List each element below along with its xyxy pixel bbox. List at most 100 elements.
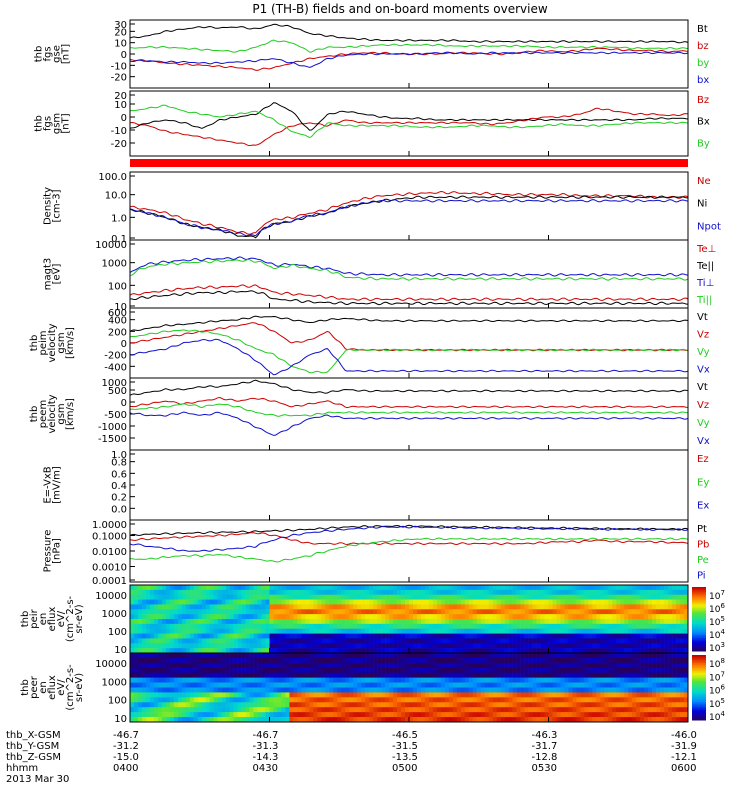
heatmap-cell [317, 717, 322, 723]
heatmap-cell [636, 628, 641, 634]
heatmap-cell [624, 692, 629, 698]
heatmap-cell [512, 662, 517, 669]
heatmap-cell [612, 609, 617, 615]
heatmap-cell [149, 614, 155, 620]
heatmap-cell [496, 662, 501, 669]
heatmap-cell [353, 619, 358, 625]
heatmap-cell [516, 692, 521, 698]
heatmap-cell [373, 662, 378, 669]
heatmap-cell [552, 687, 557, 693]
heatmap-cell [648, 633, 653, 639]
heatmap-cell [548, 599, 553, 605]
heatmap-cell [233, 643, 238, 649]
heatmap-cell [488, 717, 493, 723]
heatmap-cell [668, 604, 673, 610]
heatmap-cell [668, 599, 673, 605]
heatmap-cell [420, 702, 426, 708]
heatmap-cell [249, 662, 254, 669]
heatmap-cell [369, 628, 374, 634]
heatmap-cell [137, 692, 143, 698]
heatmap-cell [424, 589, 430, 596]
heatmap-cell [584, 594, 589, 600]
heatmap-cell [532, 717, 537, 723]
heatmap-cell [297, 697, 302, 703]
heatmap-cell [329, 628, 334, 634]
heatmap-cell [572, 614, 577, 620]
heatmap-cell [393, 648, 398, 654]
heatmap-cell [556, 643, 561, 649]
heatmap-cell [157, 717, 163, 723]
heatmap-cell [349, 594, 354, 600]
heatmap-cell [213, 599, 218, 605]
heatmap-cell [452, 628, 458, 634]
heatmap-cell [596, 662, 601, 669]
heatmap-cell [221, 619, 226, 625]
heatmap-cell [420, 682, 426, 688]
heatmap-cell [596, 619, 601, 625]
heatmap-cell [452, 702, 458, 708]
heatmap-cell [460, 712, 466, 718]
heatmap-cell [269, 648, 274, 654]
heatmap-cell [285, 633, 290, 639]
heatmap-cell [177, 614, 183, 620]
heatmap-cell [281, 687, 286, 693]
heatmap-cell [528, 643, 533, 649]
heatmap-cell [313, 619, 318, 625]
y-tick-label: 10000 [95, 591, 127, 602]
heatmap-cell [241, 604, 246, 610]
heatmap-cell [269, 672, 274, 678]
heatmap-cell [369, 619, 374, 625]
ylabel-line: thb [29, 335, 40, 352]
heatmap-cell [512, 619, 517, 625]
heatmap-cell [420, 585, 426, 591]
ylabel-line: gse [52, 45, 63, 63]
heatmap-cell [428, 604, 434, 610]
heatmap-cell [664, 702, 669, 708]
heatmap-cell [289, 628, 294, 634]
heatmap-cell [369, 677, 374, 683]
heatmap-cell [130, 662, 135, 669]
heatmap-cell [676, 619, 681, 625]
heatmap-cell [130, 682, 135, 688]
heatmap-cell [205, 667, 211, 674]
heatmap-cell [496, 697, 501, 703]
heatmap-cell [389, 692, 394, 698]
heatmap-cell [480, 672, 486, 678]
heatmap-cell [373, 667, 378, 674]
heatmap-cell [197, 633, 203, 639]
heatmap-cell [420, 707, 426, 713]
heatmap-cell [225, 633, 230, 639]
heatmap-cell [536, 609, 541, 615]
heatmap-cell [600, 648, 605, 654]
heatmap-cell [393, 667, 398, 674]
heatmap-cell [165, 648, 171, 654]
heatmap-cell [636, 638, 641, 644]
heatmap-cell [273, 599, 278, 605]
heatmap-cell [532, 623, 537, 630]
heatmap-cell [161, 697, 167, 703]
heatmap-cell [532, 653, 537, 659]
heatmap-cell [145, 697, 151, 703]
heatmap-cell [209, 677, 214, 683]
heatmap-cell [149, 589, 155, 596]
heatmap-cell [576, 677, 581, 683]
heatmap-cell [345, 717, 350, 723]
legend-Npot: Npot [697, 221, 721, 232]
heatmap-cell [213, 648, 218, 654]
heatmap-cell [452, 619, 458, 625]
heatmap-cell [305, 619, 310, 625]
heatmap-cell [329, 667, 334, 674]
y-tick-label: 0.0001 [92, 576, 127, 587]
heatmap-cell [149, 717, 155, 723]
colorbar-tick-exp: 6 [720, 602, 725, 610]
heatmap-cell [165, 628, 171, 634]
legend-bz: bz [697, 41, 709, 52]
heatmap-cell [309, 648, 314, 654]
heatmap-cell [596, 633, 601, 639]
heatmap-cell [245, 677, 250, 683]
heatmap-cell [329, 657, 334, 664]
heatmap-cell [245, 702, 250, 708]
heatmap-cell [512, 677, 517, 683]
heatmap-cell [209, 594, 214, 600]
heatmap-cell [205, 643, 211, 649]
